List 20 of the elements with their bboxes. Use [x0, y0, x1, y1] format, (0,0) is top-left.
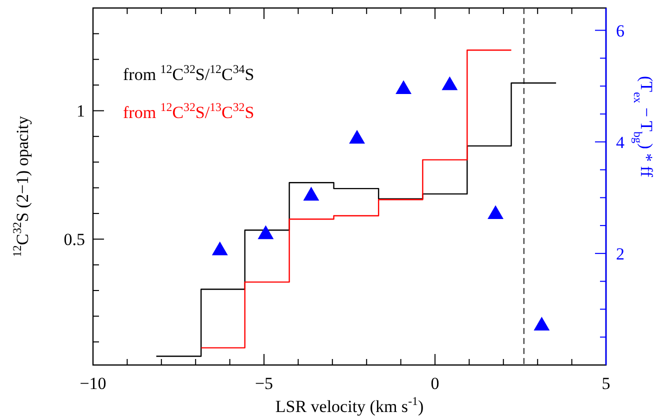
text: from $^{12}$C$^{32}$S/$^{12}$C$^{34}$S: [123, 62, 254, 84]
x-tick-label: 0: [430, 374, 440, 393]
y-tick-label: 0.5: [64, 230, 85, 250]
text: from $^{12}$C$^{32}$S/$^{13}$C$^{32}$S: [123, 100, 254, 122]
point: [212, 241, 228, 256]
x-tick-label: −10: [80, 374, 106, 393]
x-axis-title: LSR velocity (km s$^{-1}$): [275, 394, 424, 416]
x-tick-label: −5: [254, 374, 274, 393]
point: [396, 80, 412, 94]
x-tick-label: 5: [602, 374, 610, 393]
y2-tick-label: 4: [616, 132, 625, 152]
point: [534, 316, 550, 331]
point: [488, 205, 504, 219]
point: [303, 186, 320, 201]
y2-tick-label: 2: [616, 244, 624, 264]
y2-tick-label: 6: [616, 21, 624, 40]
point: [258, 225, 274, 240]
point: [349, 130, 365, 144]
point: [442, 76, 458, 90]
y-tick-label: 1: [76, 102, 85, 121]
